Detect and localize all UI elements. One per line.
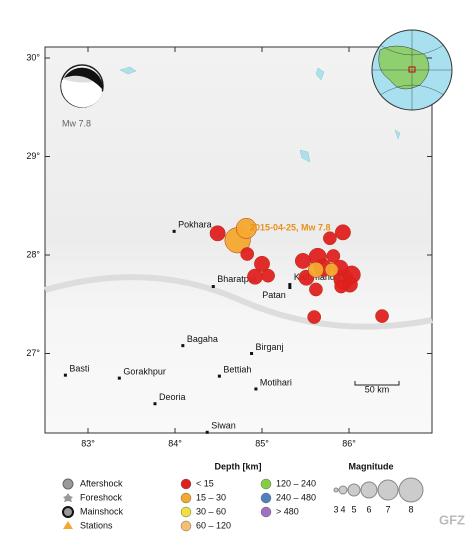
- city-marker: [205, 430, 209, 434]
- depth-swatch: [180, 478, 192, 490]
- magnitude-circle: [398, 477, 424, 503]
- earthquake: [375, 309, 389, 323]
- city-label: Deoria: [159, 392, 186, 402]
- magnitude-label: 7: [385, 504, 390, 514]
- depth-label: 120 – 240: [276, 478, 316, 488]
- earthquake: [235, 218, 257, 239]
- lakes: [119, 66, 401, 163]
- city-marker: [211, 285, 215, 289]
- logo: GFZ: [439, 512, 465, 527]
- city-label: Gorakhpur: [123, 367, 166, 377]
- mainshock-label: 2015-04-25, Mw 7.8: [250, 222, 331, 232]
- depth-title: Depth [km]: [215, 461, 262, 471]
- beachball-label: Mw 7.8: [62, 118, 91, 128]
- lon-tick-label: 86°: [342, 438, 356, 448]
- lat-tick-label: 29°: [26, 151, 40, 161]
- magnitude-title: Magnitude: [349, 461, 394, 471]
- earthquake: [307, 261, 324, 278]
- earthquake: [247, 268, 263, 285]
- city-marker: [288, 286, 292, 290]
- type-icons: [62, 478, 74, 529]
- scale-bar: [354, 381, 400, 386]
- magnitude-circle: [377, 479, 399, 501]
- earthquake: [324, 262, 339, 277]
- city-label: Bharatpur: [217, 274, 257, 284]
- depth-label: > 480: [276, 506, 299, 516]
- globe: [371, 29, 453, 111]
- earthquake: [309, 282, 323, 297]
- magnitude-circle: [333, 487, 339, 493]
- earthquake: [240, 247, 255, 261]
- magnitude-label: 4: [340, 504, 345, 514]
- depth-swatch: [260, 492, 272, 504]
- city-marker: [288, 283, 292, 287]
- lat-tick-label: 30°: [26, 52, 40, 62]
- type-label: Mainshock: [80, 506, 124, 516]
- lon-tick-label: 83°: [81, 438, 95, 448]
- depth-swatch: [180, 506, 192, 518]
- city-label: Motihari: [260, 377, 292, 387]
- city-marker: [63, 373, 67, 377]
- earthquake: [334, 224, 351, 241]
- depth-label: 15 – 30: [196, 492, 226, 502]
- city-label: Siwan: [211, 421, 236, 431]
- lat-tick-label: 27°: [26, 348, 40, 358]
- earthquake: [307, 310, 322, 324]
- depth-label: < 15: [196, 478, 214, 488]
- lon-tick-label: 85°: [255, 438, 269, 448]
- beachball: [60, 64, 104, 108]
- earthquake: [261, 268, 275, 283]
- earthquake: [294, 252, 311, 269]
- earthquake: [209, 225, 226, 242]
- relief-shading: [44, 274, 433, 330]
- magnitude-circle: [338, 485, 348, 495]
- depth-label: 240 – 480: [276, 492, 316, 502]
- city-marker: [153, 402, 157, 406]
- city-marker: [217, 374, 221, 378]
- city-marker: [181, 344, 185, 348]
- earthquake: [326, 249, 341, 263]
- earthquake: [334, 279, 349, 294]
- type-label: Stations: [80, 520, 113, 530]
- lon-tick-label: 84°: [168, 438, 182, 448]
- city-label: Basti: [69, 364, 89, 374]
- city-label: Patan: [262, 290, 286, 300]
- magnitude-label: 5: [351, 504, 356, 514]
- city-marker: [172, 229, 176, 233]
- city-label: Bettiah: [223, 365, 251, 375]
- depth-label: 60 – 120: [196, 520, 231, 530]
- depth-swatch: [180, 492, 192, 504]
- type-label: Aftershock: [80, 478, 123, 488]
- earthquake: [323, 231, 337, 246]
- lat-tick-label: 28°: [26, 249, 40, 259]
- scale-label: 50 km: [365, 384, 390, 394]
- city-marker: [117, 376, 121, 380]
- magnitude-label: 6: [366, 504, 371, 514]
- depth-swatch: [260, 506, 272, 518]
- depth-swatch: [260, 478, 272, 490]
- depth-swatch: [180, 520, 192, 532]
- city-label: Bagaha: [187, 334, 218, 344]
- city-marker: [250, 352, 254, 355]
- city-label: Pokhara: [178, 220, 212, 230]
- city-label: Birganj: [256, 342, 284, 352]
- magnitude-label: 3: [333, 504, 338, 514]
- type-label: Foreshock: [80, 492, 123, 502]
- depth-label: 30 – 60: [196, 506, 226, 516]
- earthquake: [254, 255, 270, 272]
- magnitude-label: 8: [408, 504, 413, 514]
- magnitude-circle: [347, 483, 361, 497]
- city-marker: [254, 387, 258, 391]
- magnitude-circle: [360, 481, 378, 499]
